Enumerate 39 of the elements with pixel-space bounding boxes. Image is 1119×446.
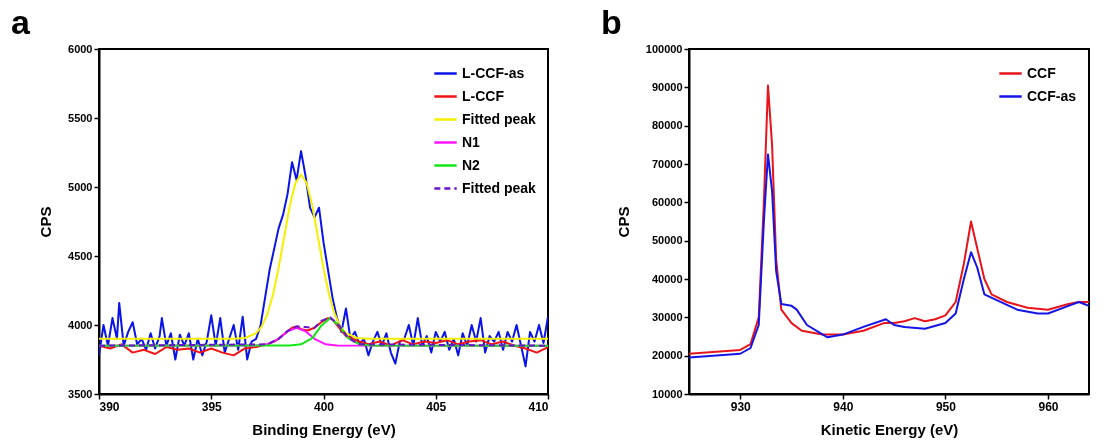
x-tick-label: 390 xyxy=(99,399,120,414)
x-tick-label: 960 xyxy=(1038,399,1059,414)
y-tick-label: 5000 xyxy=(68,180,93,193)
y-tick-label: 4000 xyxy=(68,318,93,331)
legend-label: Fitted peak xyxy=(462,179,537,196)
y-tick-label: 3500 xyxy=(68,387,93,400)
y-tick-label: 5500 xyxy=(68,111,93,124)
legend-label: Fitted peak xyxy=(462,110,537,127)
legend-label: N2 xyxy=(462,156,481,173)
y-tick-label: 20000 xyxy=(651,349,683,362)
y-tick-label: 10000 xyxy=(651,387,683,400)
y-tick-label: 70000 xyxy=(651,157,683,170)
x-axis-title: Binding Energy (eV) xyxy=(252,420,396,438)
x-tick-label: 400 xyxy=(313,399,335,414)
x-tick-label: 940 xyxy=(833,399,854,414)
legend-label: N1 xyxy=(462,133,481,150)
x-tick-label: 405 xyxy=(426,399,447,414)
x-axis-title: Kinetic Energy (eV) xyxy=(820,420,959,438)
x-tick-label: 930 xyxy=(730,399,752,414)
y-axis-title: CPS xyxy=(614,206,632,238)
x-tick-label: 395 xyxy=(201,399,223,414)
legend-label: CCF xyxy=(1027,64,1057,81)
y-tick-label: 6000 xyxy=(68,42,93,55)
y-tick-label: 50000 xyxy=(651,234,683,247)
y-axis-title: CPS xyxy=(37,206,55,238)
text: a xyxy=(11,3,31,41)
legend-label: CCF-as xyxy=(1027,87,1077,104)
x-tick-label: 950 xyxy=(935,399,957,414)
legend-label: L-CCF xyxy=(462,87,505,104)
y-tick-label: 80000 xyxy=(651,119,683,132)
legend-label: L-CCF-as xyxy=(462,64,525,81)
y-tick-label: 30000 xyxy=(651,310,683,323)
y-tick-label: 90000 xyxy=(651,80,683,93)
text: b xyxy=(601,3,622,41)
y-tick-label: 60000 xyxy=(651,195,683,208)
y-tick-label: 40000 xyxy=(651,272,683,285)
y-tick-label: 4500 xyxy=(68,249,93,262)
y-tick-label: 100000 xyxy=(645,42,683,55)
x-tick-label: 410 xyxy=(528,399,549,414)
